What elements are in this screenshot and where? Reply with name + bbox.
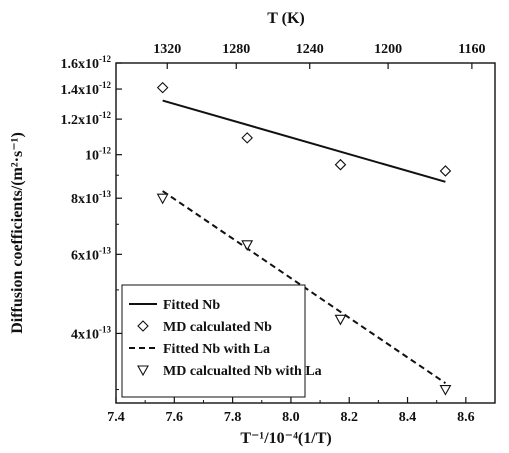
plot-frame bbox=[115, 62, 496, 404]
x-tick-label: 8.0 bbox=[282, 410, 300, 425]
top-tick-labels: 1320 1280 1240 1200 1160 bbox=[153, 42, 485, 57]
legend-label: Fitted Nb bbox=[163, 298, 220, 313]
data-point-triangle bbox=[156, 193, 169, 205]
data-point-diamond bbox=[334, 158, 347, 171]
x-tick-label: 7.8 bbox=[224, 410, 242, 425]
top-tick-label: 1240 bbox=[296, 42, 324, 57]
data-point-diamond bbox=[156, 81, 169, 94]
legend-label: Fitted Nb with La bbox=[163, 342, 270, 357]
x-tick-label: 7.4 bbox=[107, 410, 125, 425]
y-tick-labels: 1.6x10-12 1.4x10-12 1.2x10-12 10-12 8x10-13 6… bbox=[61, 54, 112, 342]
data-point-triangle bbox=[334, 314, 347, 326]
top-x-axis-label: T (K) bbox=[267, 10, 304, 27]
fit-line-nb bbox=[162, 99, 446, 183]
x-axis-label: T⁻¹/10⁻⁴(1/T) bbox=[240, 430, 331, 447]
x-tick-label: 7.6 bbox=[166, 410, 184, 425]
legend: Fitted Nb MD calculated Nb Fitted Nb with … bbox=[121, 284, 322, 398]
data-point-triangle bbox=[137, 365, 149, 377]
top-tick-label: 1200 bbox=[374, 42, 402, 57]
legend-label: MD calcualted Nb with La bbox=[163, 364, 322, 379]
data-point-diamond bbox=[439, 165, 452, 177]
x-tick-label: 8.4 bbox=[399, 410, 417, 425]
tick-marks bbox=[115, 62, 496, 403]
y-tick-label: 1.6x10-12 bbox=[61, 54, 112, 72]
top-tick-label: 1280 bbox=[222, 42, 250, 57]
axes bbox=[115, 62, 496, 404]
y-tick-label: 1.4x10-12 bbox=[61, 80, 112, 98]
x-tick-label: 8.6 bbox=[457, 410, 475, 425]
y-tick-label: 1.2x10-12 bbox=[61, 110, 112, 128]
y-tick-label: 4x10-13 bbox=[71, 324, 111, 342]
data-point-triangle bbox=[241, 240, 254, 251]
x-tick-label: 8.2 bbox=[340, 410, 358, 425]
y-tick-label: 10-12 bbox=[85, 146, 111, 164]
x-tick-labels: 7.4 7.6 7.8 8.0 8.2 8.4 8.6 bbox=[107, 410, 474, 425]
data-point-diamond bbox=[137, 320, 149, 332]
legend-label: MD calculated Nb bbox=[163, 320, 272, 335]
top-tick-label: 1160 bbox=[458, 42, 485, 57]
top-tick-label: 1320 bbox=[153, 42, 181, 57]
y-tick-label: 6x10-13 bbox=[71, 245, 111, 263]
y-axis-label: Diffusion coefficients/(m²·s⁻¹) bbox=[9, 132, 26, 334]
y-tick-label: 8x10-13 bbox=[71, 189, 111, 207]
data-point-triangle bbox=[439, 384, 452, 396]
data-point-diamond bbox=[241, 132, 253, 144]
